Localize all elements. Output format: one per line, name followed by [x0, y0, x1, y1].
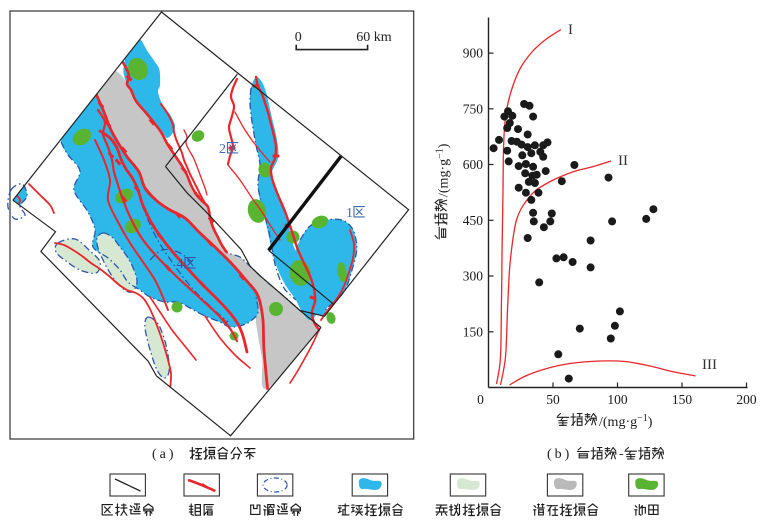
- svg-text:III: III: [702, 357, 717, 373]
- svg-text:60 km: 60 km: [356, 30, 392, 45]
- svg-text:0: 0: [295, 30, 302, 45]
- svg-text:450: 450: [463, 213, 484, 228]
- svg-text:2: 2: [219, 142, 226, 157]
- svg-text:(a): (a): [152, 447, 177, 462]
- svg-text:300: 300: [463, 269, 484, 284]
- svg-text:600: 600: [463, 157, 484, 172]
- svg-text:150: 150: [672, 392, 693, 407]
- svg-text:50: 50: [546, 392, 560, 407]
- svg-text:0: 0: [477, 392, 484, 407]
- svg-text:900: 900: [463, 46, 484, 61]
- svg-text:I: I: [568, 22, 573, 38]
- svg-text:200: 200: [736, 392, 757, 407]
- svg-text:750: 750: [463, 101, 484, 116]
- svg-text:100: 100: [607, 392, 628, 407]
- svg-text:(b): (b): [547, 447, 572, 462]
- svg-text:1: 1: [346, 206, 353, 221]
- svg-text:II: II: [618, 153, 628, 169]
- svg-text:-: -: [619, 446, 623, 461]
- svg-text:150: 150: [463, 324, 484, 339]
- svg-text:4: 4: [177, 257, 184, 272]
